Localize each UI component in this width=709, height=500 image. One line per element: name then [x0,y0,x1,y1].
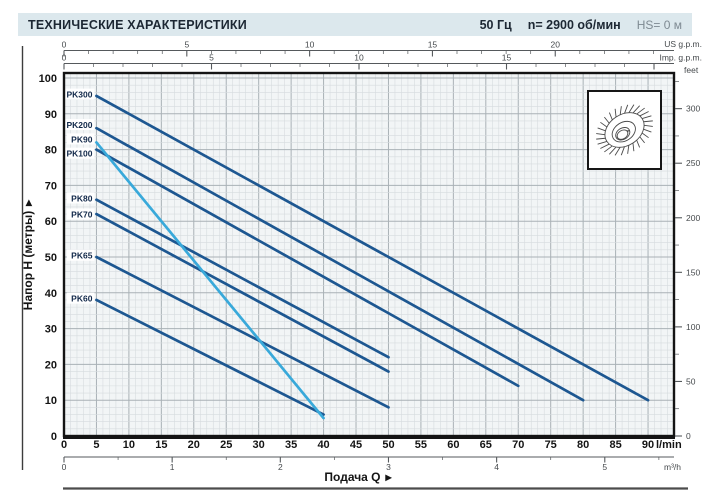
svg-text:5: 5 [209,53,214,63]
svg-text:4: 4 [494,462,499,472]
svg-text:60: 60 [45,216,57,228]
svg-text:0: 0 [62,462,67,472]
curve-PK60 [95,298,325,416]
svg-text:0: 0 [62,40,67,50]
impeller-inset [587,90,662,170]
y-axis-title: Напор H (метры) ▸ [21,199,35,310]
curve-label-PK100: PK100 [66,149,92,159]
curve-label-PK60: PK60 [71,294,93,304]
curve-PK70 [95,212,390,373]
svg-text:60: 60 [447,439,459,451]
svg-text:80: 80 [577,439,589,451]
up-arrow-icon: ▸ [21,199,35,207]
suction-head-value: HS= 0 м [636,17,682,32]
svg-text:90: 90 [45,109,57,121]
x-axis-title-text: Подача Q [324,470,380,484]
svg-text:5: 5 [602,462,607,472]
curve-label-PK70: PK70 [71,210,93,220]
grid [63,73,675,437]
svg-text:15: 15 [428,40,438,50]
svg-text:0: 0 [51,431,57,443]
header-bar: ТЕХНИЧЕСКИЕ ХАРАКТЕРИСТИКИ 50 Гц n= 2900… [18,13,692,36]
svg-text:80: 80 [45,145,57,157]
impeller-icon [596,104,653,156]
y-tick-labels: 0 10 20 30 40 50 60 70 80 90 100 [39,73,57,443]
svg-text:10: 10 [354,53,364,63]
svg-text:20: 20 [551,40,561,50]
svg-text:45: 45 [350,439,362,451]
svg-text:0: 0 [686,431,691,441]
lmin-axis-label: l/min [656,439,682,451]
svg-text:50: 50 [686,376,696,386]
svg-text:1: 1 [170,462,175,472]
svg-text:75: 75 [545,439,557,451]
right-axis-feet: 0 50 100 150 200 250 300 [675,81,700,441]
curve-label-PK300: PK300 [66,90,92,100]
svg-text:100: 100 [686,322,700,332]
svg-text:50: 50 [382,439,394,451]
svg-text:3: 3 [386,462,391,472]
svg-text:2: 2 [278,462,283,472]
svg-text:85: 85 [609,439,621,451]
header-specs: 50 Гц n= 2900 об/мин HS= 0 м [480,18,682,32]
svg-text:100: 100 [39,73,57,85]
svg-text:5: 5 [93,439,99,451]
curve-label-PK65: PK65 [71,251,93,261]
svg-text:65: 65 [480,439,492,451]
top-axis-imp-gpm: 0 5 10 15 [62,53,674,70]
x-tick-labels: 0 5 10 15 20 25 30 35 40 45 50 55 60 65 70 75 80 85 90 [61,439,654,451]
svg-text:250: 250 [686,158,700,168]
svg-text:70: 70 [45,180,57,192]
right-arrow-icon: ▸ [385,470,393,484]
svg-text:70: 70 [512,439,524,451]
curve-labels: PK300 PK200 PK90 PK100 PK80 PK70 PK65 PK60 [61,88,95,304]
svg-text:55: 55 [415,439,427,451]
svg-text:40: 40 [317,439,329,451]
svg-text:30: 30 [253,439,265,451]
curves [95,94,650,420]
svg-text:40: 40 [45,288,57,300]
svg-text:50: 50 [45,252,57,264]
m3h-axis-label: m³/h [664,462,681,472]
curve-PK80 [95,198,390,359]
curve-label-PK80: PK80 [71,193,93,203]
y-axis-title-text: Напор H (метры) [21,211,35,310]
svg-text:300: 300 [686,104,700,114]
svg-text:20: 20 [188,439,200,451]
svg-text:15: 15 [155,439,167,451]
svg-text:25: 25 [220,439,232,451]
svg-text:20: 20 [45,359,57,371]
svg-text:200: 200 [686,213,700,223]
curve-label-PK90: PK90 [71,134,93,144]
bottom-axis-m3h: 0 1 2 3 4 5 [62,456,674,472]
speed-value: n= 2900 об/мин [527,17,621,32]
curve-PK200 [95,126,585,402]
svg-text:10: 10 [45,395,57,407]
svg-text:0: 0 [62,53,67,63]
top-axis-us-gpm: 0 5 10 15 20 [62,40,674,57]
us-gpm-axis-label: US g.p.m. [664,39,702,49]
svg-text:10: 10 [305,40,315,50]
svg-text:0: 0 [61,439,67,451]
svg-text:90: 90 [642,439,654,451]
svg-text:30: 30 [45,324,57,336]
curve-PK90 [95,141,325,420]
feet-axis-label: feet [684,65,699,75]
curve-label-PK200: PK200 [66,120,92,130]
page-title: ТЕХНИЧЕСКИЕ ХАРАКТЕРИСТИКИ [28,17,247,32]
curve-PK100 [95,148,520,388]
curve-PK300 [95,94,650,402]
svg-text:35: 35 [285,439,297,451]
imp-gpm-axis-label: Imp. g.p.m. [659,53,702,63]
svg-text:150: 150 [686,267,700,277]
x-axis-title: Подача Q ▸ [324,470,392,484]
frequency-value: 50 Гц [479,17,512,32]
svg-text:10: 10 [123,439,135,451]
svg-text:15: 15 [502,53,512,63]
curve-PK65 [95,255,390,409]
svg-text:5: 5 [184,40,189,50]
